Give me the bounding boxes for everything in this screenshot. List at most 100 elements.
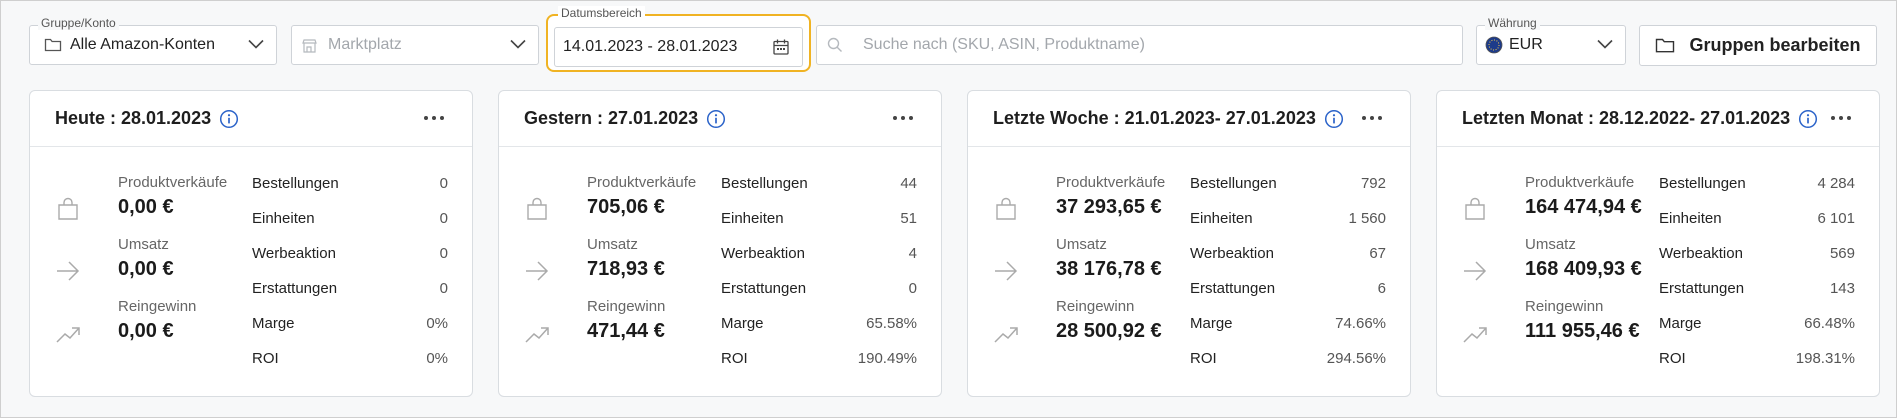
more-menu-icon[interactable]: [424, 111, 446, 125]
stat-row: Bestellungen 4 284: [1659, 175, 1855, 210]
shopping-bag-icon: [1465, 197, 1485, 220]
gruppe-konto-value: Alle Amazon-Konten: [70, 36, 215, 53]
waehrung-value: EUR: [1509, 36, 1543, 53]
stat-key: Bestellungen: [721, 175, 808, 192]
metric-value: 0,00 €: [118, 196, 174, 218]
more-menu-icon[interactable]: [1362, 111, 1384, 125]
arrow-right-icon: [57, 261, 80, 281]
datumsbereich-input[interactable]: 14.01.2023 - 28.01.2023: [554, 27, 803, 67]
summary-card: Letzten Monat : 28.12.2022- 27.01.2023 P…: [1436, 90, 1880, 397]
stat-key: Erstattungen: [1190, 280, 1276, 297]
waehrung-label: Währung: [1485, 16, 1540, 30]
metric-label: Reingewinn: [1525, 298, 1604, 315]
metric-label: Produktverkäufe: [587, 174, 697, 191]
card-header: Gestern : 27.01.2023: [499, 91, 941, 147]
metric-value: 718,93 €: [587, 258, 665, 280]
shopping-bag-icon: [527, 197, 547, 220]
stat-row: Erstattungen 6: [1190, 280, 1386, 315]
stat-key: Bestellungen: [252, 175, 339, 192]
stats-list: Bestellungen 792 Einheiten 1 560 Werbeaktion…: [1190, 175, 1386, 385]
stat-key: Erstattungen: [721, 280, 807, 297]
shopping-bag-icon: [58, 197, 78, 220]
gruppe-konto-select[interactable]: Gruppe/Konto Alle Amazon-Konten: [29, 16, 277, 65]
stat-value: 67: [1369, 245, 1386, 262]
stat-key: Marge: [721, 315, 764, 332]
waehrung-select[interactable]: Währung EUR: [1476, 16, 1626, 65]
stat-row: Erstattungen 0: [721, 280, 917, 315]
gruppen-bearbeiten-label: Gruppen bearbeiten: [1689, 35, 1861, 55]
stat-value: 294.56%: [1326, 350, 1386, 367]
stat-row: Bestellungen 44: [721, 175, 917, 210]
chevron-down-icon: [248, 39, 264, 49]
stat-key: Bestellungen: [1190, 175, 1277, 192]
stat-row: Werbeaktion 4: [721, 245, 917, 280]
stat-row: Werbeaktion 569: [1659, 245, 1855, 280]
stat-row: Einheiten 6 101: [1659, 210, 1855, 245]
arrow-right-icon: [995, 261, 1018, 281]
stat-value: 143: [1829, 280, 1855, 297]
info-icon[interactable]: [219, 109, 239, 129]
stat-key: Bestellungen: [1659, 175, 1746, 192]
datumsbereich-highlight: Datumsbereich 14.01.2023 - 28.01.2023: [546, 6, 811, 72]
datumsbereich-value: 14.01.2023 - 28.01.2023: [563, 38, 738, 55]
stat-row: Werbeaktion 67: [1190, 245, 1386, 280]
metric-label: Umsatz: [118, 236, 169, 253]
summary-card: Heute : 28.01.2023 Produktverkäufe 0,00 …: [29, 90, 473, 397]
gruppen-bearbeiten-button[interactable]: Gruppen bearbeiten: [1639, 25, 1877, 66]
stat-row: Einheiten 1 560: [1190, 210, 1386, 245]
metric-label: Umsatz: [1056, 236, 1107, 253]
stat-key: Einheiten: [1190, 210, 1253, 227]
stat-key: Erstattungen: [252, 280, 338, 297]
chevron-down-icon: [1597, 39, 1613, 49]
stat-row: Marge 65.58%: [721, 315, 917, 350]
stat-value: 0: [439, 175, 448, 192]
metric-value: 164 474,94 €: [1525, 196, 1642, 218]
stat-key: ROI: [721, 350, 748, 367]
stat-row: Einheiten 51: [721, 210, 917, 245]
card-header: Letzte Woche : 21.01.2023- 27.01.2023: [968, 91, 1410, 147]
info-icon[interactable]: [1798, 109, 1818, 129]
stat-row: Marge 66.48%: [1659, 315, 1855, 350]
metric-value: 705,06 €: [587, 196, 665, 218]
stat-row: ROI 294.56%: [1190, 350, 1386, 385]
metric-label: Produktverkäufe: [1525, 174, 1635, 191]
metric-value: 471,44 €: [587, 320, 665, 342]
stat-key: Einheiten: [721, 210, 784, 227]
stat-key: Werbeaktion: [252, 245, 336, 262]
arrow-right-icon: [1464, 261, 1487, 281]
stat-key: Erstattungen: [1659, 280, 1745, 297]
stat-row: ROI 190.49%: [721, 350, 917, 385]
stat-value: 0: [439, 245, 448, 262]
stat-value: 74.66%: [1335, 315, 1386, 332]
calendar-icon[interactable]: [772, 38, 790, 56]
search-field[interactable]: Suche nach (SKU, ASIN, Produktname): [816, 25, 1463, 65]
stat-key: ROI: [1190, 350, 1217, 367]
stat-value: 65.58%: [866, 315, 917, 332]
stat-key: Marge: [1659, 315, 1702, 332]
marktplatz-placeholder: Marktplatz: [328, 36, 402, 53]
stat-row: ROI 198.31%: [1659, 350, 1855, 385]
trend-up-icon: [1463, 327, 1487, 343]
info-icon[interactable]: [1324, 109, 1344, 129]
search-placeholder: Suche nach (SKU, ASIN, Produktname): [863, 36, 1145, 53]
shopping-bag-icon: [996, 197, 1016, 220]
stat-value: 569: [1829, 245, 1855, 262]
eu-flag-icon: [1485, 36, 1503, 54]
more-menu-icon[interactable]: [893, 111, 915, 125]
more-menu-icon[interactable]: [1831, 111, 1853, 125]
trend-up-icon: [994, 327, 1018, 343]
search-icon: [827, 37, 842, 52]
metric-value: 0,00 €: [118, 320, 174, 342]
stat-row: Erstattungen 143: [1659, 280, 1855, 315]
stat-key: ROI: [1659, 350, 1686, 367]
stat-value: 0%: [426, 315, 448, 332]
marktplatz-select[interactable]: Marktplatz: [291, 25, 539, 65]
stat-row: Erstattungen 0: [252, 280, 448, 315]
info-icon[interactable]: [706, 109, 726, 129]
trend-up-icon: [56, 327, 80, 343]
metric-label: Reingewinn: [1056, 298, 1135, 315]
metric-value: 28 500,92 €: [1056, 320, 1162, 342]
metric-value: 0,00 €: [118, 258, 174, 280]
stat-row: Bestellungen 792: [1190, 175, 1386, 210]
